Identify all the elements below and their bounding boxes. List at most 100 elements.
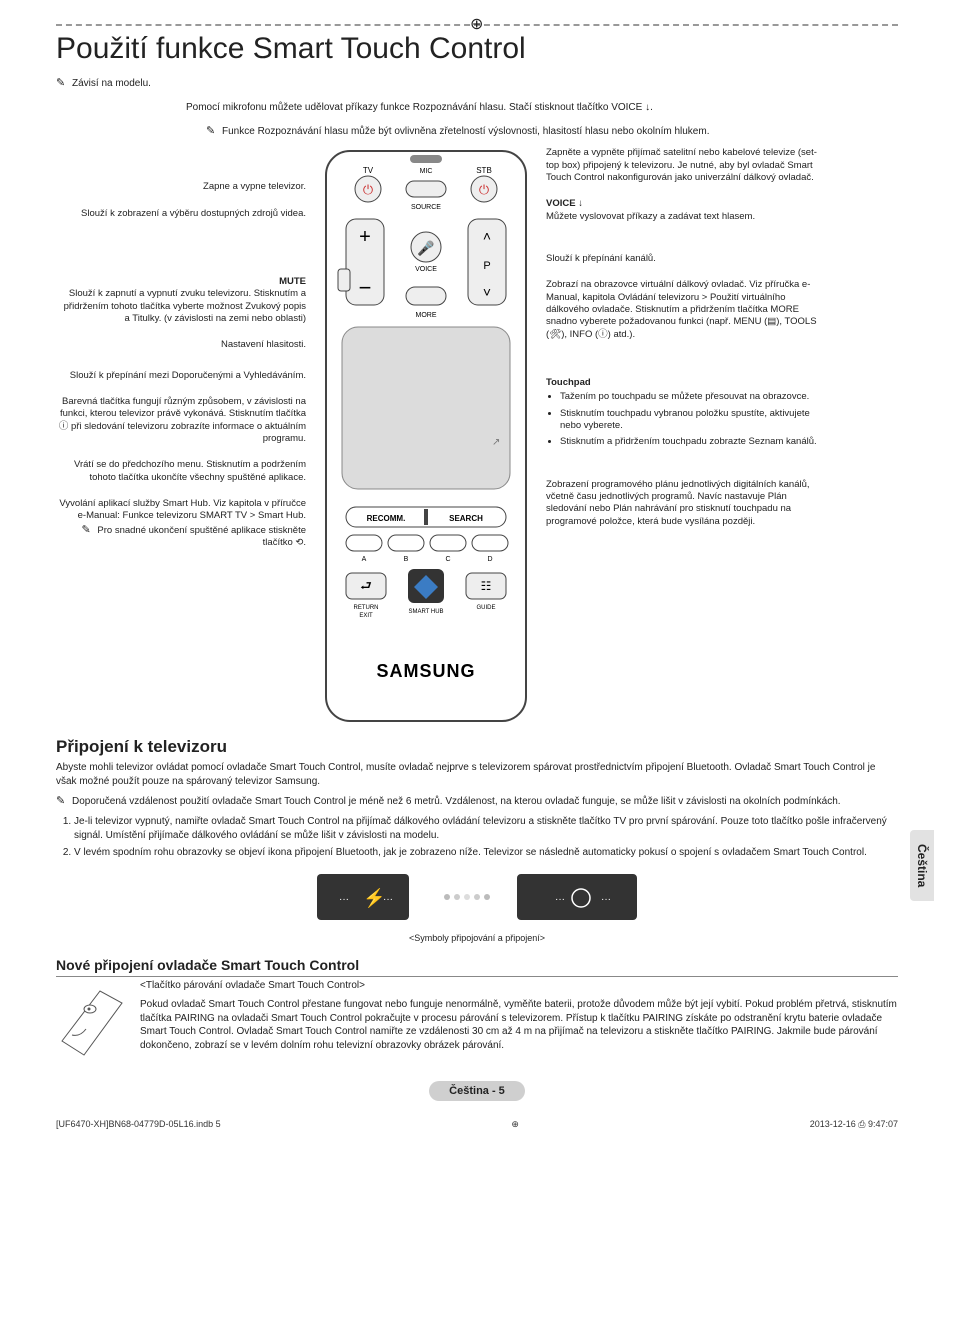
note-icon: ✎ — [56, 77, 65, 89]
label-source: SOURCE — [411, 204, 441, 211]
svg-text:···: ··· — [339, 894, 349, 905]
callout-stb: Zapněte a vypněte přijímač satelitní neb… — [546, 147, 826, 184]
label-stb: STB — [476, 166, 492, 175]
svg-text:⮐: ⮐ — [360, 578, 372, 593]
callouts-right: Zapněte a vypněte přijímač satelitní neb… — [546, 147, 826, 542]
label-b: B — [404, 556, 409, 563]
language-side-tab: Čeština — [910, 830, 934, 901]
reconnect-heading: Nové připojení ovladače Smart Touch Cont… — [56, 957, 898, 977]
callout-guide: Zobrazení programového plánu jednotlivýc… — [546, 479, 826, 528]
label-exit: EXIT — [359, 613, 373, 619]
callout-recomm-search: Slouží k přepínání mezi Doporučenými a V… — [56, 370, 306, 382]
connect-note: ✎ Doporučená vzdálenost použití ovladače… — [56, 794, 898, 809]
label-c: C — [445, 556, 450, 563]
svg-text:☷: ☷ — [481, 579, 492, 593]
callout-return: Vrátí se do předchozího menu. Stisknutím… — [56, 459, 306, 484]
callout-channel: Slouží k přepínání kanálů. — [546, 253, 826, 265]
touchpad-bullet-1: Tažením po touchpadu se můžete přesouvat… — [560, 391, 826, 403]
color-btn-b — [388, 535, 424, 551]
reconnect-caption: <Tlačítko párování ovladače Smart Touch … — [140, 979, 898, 993]
touchpad — [342, 327, 510, 489]
remote-back-icon — [56, 979, 126, 1059]
callout-volume: Nastavení hlasitosti. — [56, 339, 306, 351]
label-a: A — [362, 556, 367, 563]
callout-power-tv: Zapne a vypne televizor. — [56, 181, 306, 193]
label-smarthub: SMART HUB — [408, 609, 443, 615]
reconnect-text: <Tlačítko párování ovladače Smart Touch … — [140, 979, 898, 1053]
callout-mute: MUTE Slouží k zapnutí a vypnutí zvuku te… — [56, 276, 306, 325]
pairing-caption: <Symboly připojování a připojení> — [56, 933, 898, 943]
intro-line: Pomocí mikrofonu můžete udělovat příkazy… — [56, 101, 898, 115]
more-button — [406, 287, 446, 305]
reconnect-row: <Tlačítko párování ovladače Smart Touch … — [56, 979, 898, 1059]
label-guide: GUIDE — [476, 605, 495, 611]
crop-mark-bottom: ⊕ — [511, 1119, 519, 1130]
callout-voice: VOICE ↓ Můžete vyslovovat příkazy a zadá… — [546, 198, 826, 223]
svg-text:🎤: 🎤 — [417, 239, 435, 257]
voice-body: Můžete vyslovovat příkazy a zadávat text… — [546, 211, 755, 222]
svg-text:⏻: ⏻ — [479, 182, 489, 197]
remote-illustration: TV MIC STB ⏻ ⏻ SOURCE + − ˄ P ˅ 🎤 VOICE — [316, 147, 536, 727]
connect-step-1: Je-li televizor vypnutý, namiřte ovladač… — [74, 815, 898, 842]
mic-grill — [410, 155, 442, 163]
svg-text:˄: ˄ — [483, 228, 491, 244]
callout-source: Slouží k zobrazení a výběru dostupných z… — [56, 208, 306, 220]
connect-heading: Připojení k televizoru — [56, 737, 898, 757]
callout-color-buttons: Barevná tlačítka fungují různým způsobem… — [56, 396, 306, 445]
connect-step-2: V levém spodním rohu obrazovky se objeví… — [74, 846, 898, 860]
note-icon: ✎ — [82, 524, 91, 536]
label-voice: VOICE — [415, 266, 437, 273]
callout-touchpad: Touchpad Tažením po touchpadu se můžete … — [546, 377, 826, 449]
touchpad-bullet-3: Stisknutím a přidržením touchpadu zobraz… — [560, 436, 826, 448]
mute-title: MUTE — [279, 276, 306, 287]
mute-button — [338, 269, 350, 291]
callout-smarthub: Vyvolání aplikací služby Smart Hub. Viz … — [56, 498, 306, 549]
pairing-figure: ··· ⚡ ··· ··· ··· — [56, 870, 898, 929]
svg-text:+: + — [359, 226, 371, 248]
smarthub-body: Vyvolání aplikací služby Smart Hub. Viz … — [59, 498, 306, 521]
connect-note-text: Doporučená vzdálenost použití ovladače S… — [72, 796, 841, 807]
callouts-left: Zapne a vypne televizor. Slouží k zobraz… — [56, 147, 306, 563]
touchpad-bullet-2: Stisknutím touchpadu vybranou položku sp… — [560, 408, 826, 433]
depends-note: ✎ Závisí na modelu. — [56, 76, 898, 91]
source-button — [406, 181, 446, 197]
svg-text:−: − — [359, 275, 372, 300]
svg-text:↗: ↗ — [492, 437, 500, 448]
doc-footer-right: 2013-12-16 ⎙ 9:47:07 — [810, 1119, 898, 1130]
label-search: SEARCH — [449, 514, 483, 523]
color-btn-a — [346, 535, 382, 551]
svg-text:···: ··· — [555, 894, 565, 905]
svg-text:···: ··· — [601, 894, 611, 905]
intro-sub: ✎ Funkce Rozpoznávání hlasu může být ovl… — [56, 124, 898, 139]
intro-sub-text: Funkce Rozpoznávání hlasu může být ovliv… — [222, 126, 709, 137]
connect-body: Abyste mohli televizor ovládat pomocí ov… — [56, 761, 898, 809]
touchpad-title: Touchpad — [546, 377, 591, 388]
connect-p1: Abyste mohli televizor ovládat pomocí ov… — [56, 761, 898, 788]
label-recomm: RECOMM. — [367, 514, 406, 523]
depends-note-text: Závisí na modelu. — [72, 78, 151, 89]
page-number-badge: Čeština - 5 — [429, 1081, 525, 1101]
svg-text:···: ··· — [383, 894, 393, 905]
connect-steps: Je-li televizor vypnutý, namiřte ovladač… — [56, 815, 898, 860]
note-icon: ✎ — [56, 795, 65, 807]
doc-footer-left: [UF6470-XH]BN68-04779D-05L16.indb 5 — [56, 1119, 221, 1130]
crop-mark-top: ⊕ — [470, 14, 483, 34]
smarthub-sub: Pro snadné ukončení spuštěné aplikace st… — [97, 525, 306, 548]
label-p: P — [483, 260, 490, 272]
color-btn-d — [472, 535, 508, 551]
note-icon: ✎ — [206, 125, 215, 137]
svg-text:⏻: ⏻ — [363, 182, 373, 197]
doc-footer: [UF6470-XH]BN68-04779D-05L16.indb 5 ⊕ 20… — [56, 1119, 898, 1130]
reconnect-body: Pokud ovladač Smart Touch Control přesta… — [140, 998, 898, 1052]
color-btn-c — [430, 535, 466, 551]
brand-label: SAMSUNG — [376, 661, 475, 681]
mute-body: Slouží k zapnutí a vypnutí zvuku televiz… — [64, 288, 306, 324]
svg-text:˅: ˅ — [483, 284, 491, 300]
page-title: Použití funkce Smart Touch Control — [56, 32, 898, 66]
voice-title: VOICE ↓ — [546, 198, 583, 209]
label-more: MORE — [416, 312, 437, 319]
label-d: D — [487, 556, 492, 563]
label-return: RETURN — [354, 605, 379, 611]
remote-layout: Zapne a vypne televizor. Slouží k zobraz… — [56, 147, 898, 727]
label-tv: TV — [363, 166, 374, 175]
